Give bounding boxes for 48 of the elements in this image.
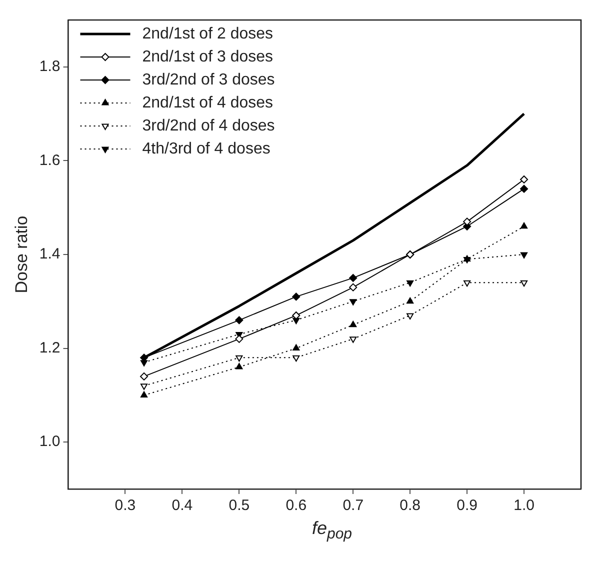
point xyxy=(140,372,148,380)
x-tick-label: 0.6 xyxy=(286,497,307,514)
x-tick-label: 1.0 xyxy=(514,497,534,514)
legend-label: 2nd/1st of 4 doses xyxy=(142,94,274,112)
x-tick-label: 0.3 xyxy=(114,497,136,514)
point xyxy=(140,360,148,366)
y-tick-label: 1.0 xyxy=(39,433,60,450)
point xyxy=(464,280,471,287)
x-tick-label: 0.4 xyxy=(172,497,193,514)
point xyxy=(292,292,300,301)
legend-label: 3rd/2nd of 3 doses xyxy=(142,71,275,88)
point xyxy=(292,311,300,320)
point xyxy=(236,355,243,362)
point xyxy=(292,318,300,324)
point xyxy=(349,283,358,292)
point xyxy=(520,184,528,193)
point xyxy=(406,280,414,287)
y-tick-label: 1.2 xyxy=(39,339,60,356)
point xyxy=(350,299,357,306)
legend-label: 2nd/1st of 2 doses xyxy=(142,25,274,42)
point xyxy=(350,320,357,328)
point xyxy=(520,175,528,184)
point xyxy=(292,344,300,351)
x-tick-label: 0.5 xyxy=(228,497,250,514)
point xyxy=(292,355,300,362)
x-tick-label: 0.8 xyxy=(400,497,421,514)
y-tick-label: 1.6 xyxy=(39,152,60,169)
point xyxy=(520,280,528,287)
point xyxy=(520,222,528,229)
point xyxy=(140,384,148,390)
y-axis-title: Dose ratio xyxy=(12,216,31,294)
point xyxy=(236,363,243,370)
point xyxy=(235,316,244,324)
x-axis-title: fe$_{pop}$ xyxy=(310,518,354,543)
x-tick-label: 0.9 xyxy=(456,497,478,514)
y-tick-label: 1.4 xyxy=(39,246,60,263)
x-tick-label: 0.7 xyxy=(342,497,364,514)
point xyxy=(140,391,148,398)
point xyxy=(349,274,358,282)
legend-label: 3rd/2nd of 4 doses xyxy=(142,117,275,134)
point xyxy=(406,313,414,320)
point xyxy=(406,297,414,304)
y-tick-label: 1.8 xyxy=(39,58,60,76)
legend-label: 4th/3rd of 4 doses xyxy=(142,140,270,158)
point xyxy=(464,255,471,262)
point xyxy=(520,252,528,258)
legend-label: 2nd/1st of 3 doses xyxy=(142,48,274,66)
point xyxy=(350,336,357,343)
